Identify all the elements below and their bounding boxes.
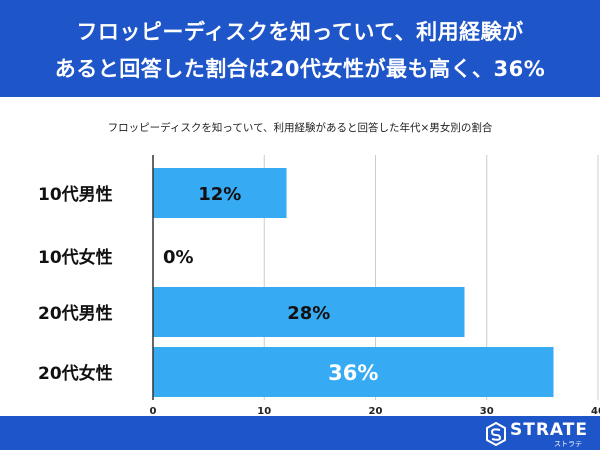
headline-line-2: あると回答した割合は20代女性が最も高く、36% — [54, 57, 546, 81]
data-label: 12% — [198, 184, 241, 205]
bar — [153, 347, 554, 397]
category-label: 10代男性 — [38, 184, 113, 205]
data-label: 36% — [328, 361, 378, 385]
x-tick-label: 10 — [257, 406, 271, 416]
brand-name: STRATE — [510, 420, 588, 440]
category-label: 10代女性 — [38, 247, 113, 268]
chart-title: フロッピーディスクを知っていて、利用経験があると回答した年代×男女別の割合 — [107, 122, 493, 134]
header-banner: フロッピーディスクを知っていて、利用経験が あると回答した割合は20代女性が最も… — [0, 0, 600, 97]
x-tick-label: 30 — [480, 406, 494, 416]
brand-sub: ストラテ — [554, 440, 582, 448]
x-tick-label: 20 — [369, 406, 383, 416]
bar — [153, 168, 287, 218]
bar-chart: 0 10 20 30 40 10代男性 12% 10代女性 0% 20代男性 28% 20代女性 36% — [38, 155, 600, 416]
category-label: 20代女性 — [38, 363, 113, 384]
strate-logo: STRATE ストラテ — [486, 419, 588, 449]
x-tick-label: 40 — [591, 406, 600, 416]
data-label: 28% — [287, 303, 330, 324]
bar — [153, 287, 465, 337]
strate-logo-icon — [486, 422, 506, 446]
headline-line-1: フロッピーディスクを知っていて、利用経験が — [76, 20, 524, 44]
footer-bar: STRATE ストラテ — [0, 416, 600, 450]
category-label: 20代男性 — [38, 303, 113, 324]
x-tick-label: 0 — [150, 406, 157, 416]
data-label: 0% — [163, 247, 194, 268]
